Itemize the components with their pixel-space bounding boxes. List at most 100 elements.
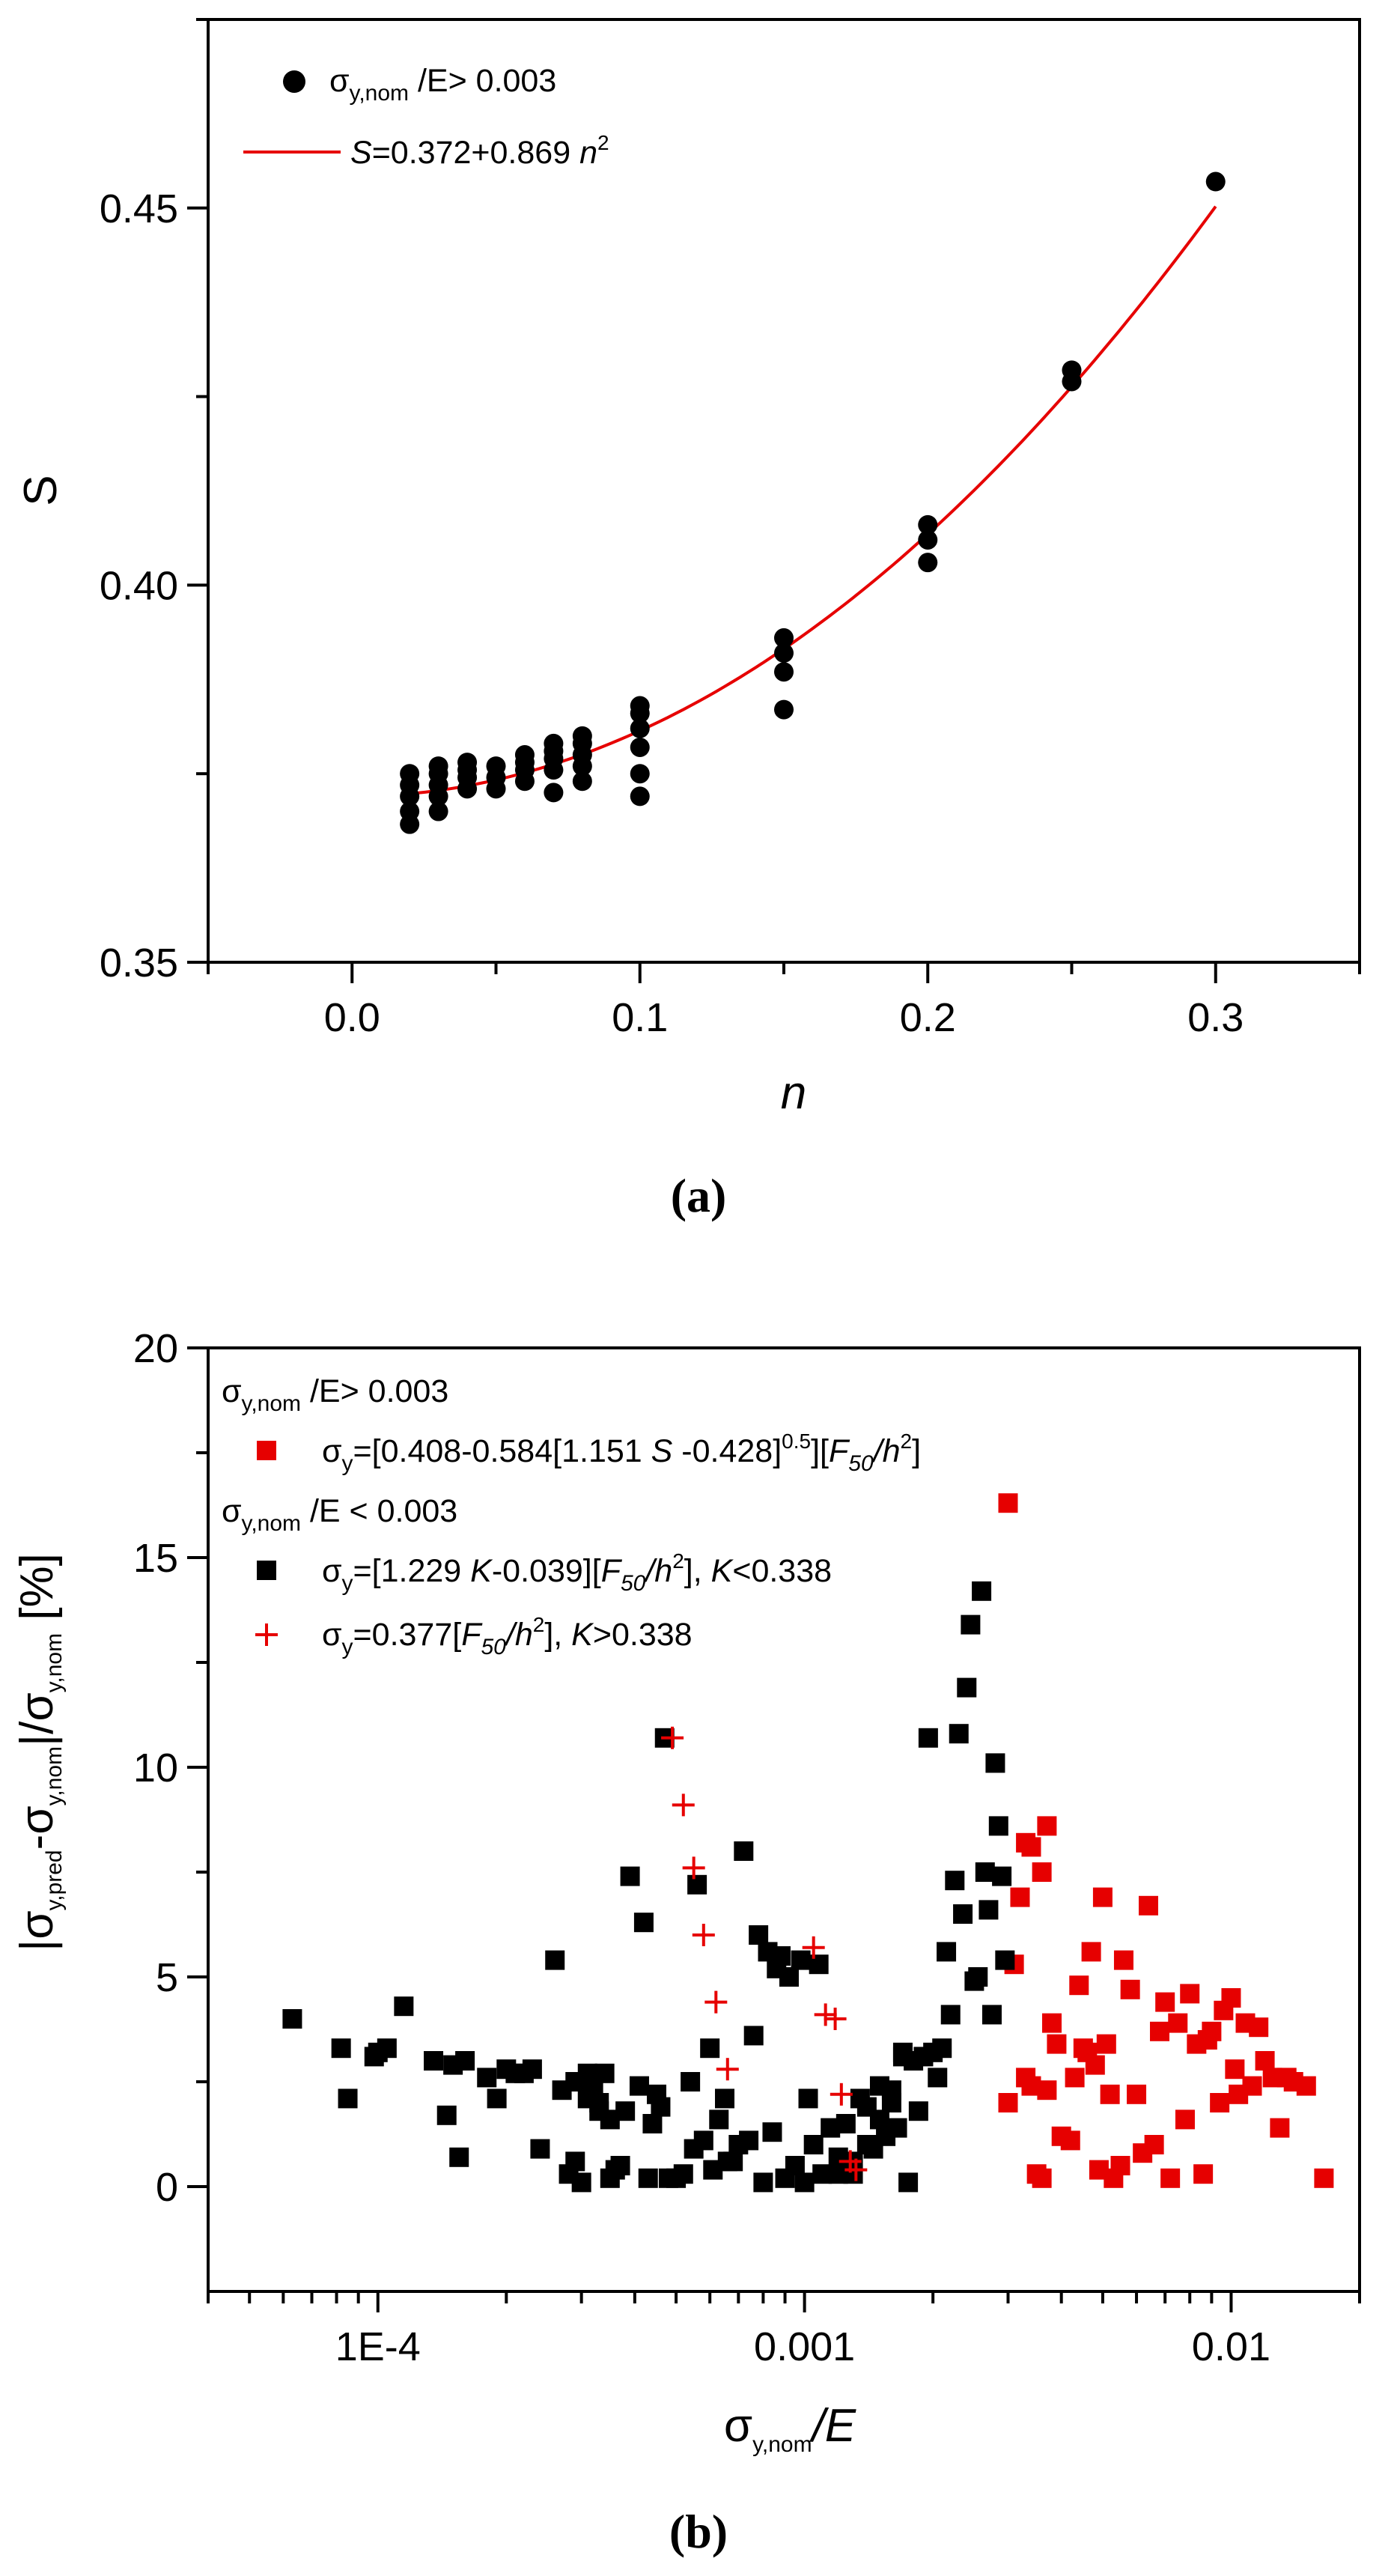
chart-b-black-square-point	[753, 2172, 773, 2193]
chart-a-point	[486, 756, 506, 777]
chart-a-ticks	[187, 18, 1361, 983]
chart-b-red-cross-point	[844, 2158, 868, 2181]
chart-a-y-tick-label: 0.45	[100, 186, 178, 231]
chart-b-black-square-point	[794, 2172, 815, 2193]
chart-a-legend-point-marker	[283, 70, 305, 93]
chart-a-point	[630, 786, 650, 806]
chart-b-y-axis-label: |σy,pred-σy,nom|/σy,nom [%]	[11, 1553, 67, 1951]
chart-b-black-square-point	[881, 2093, 901, 2112]
chart-b-black-square-point	[803, 2135, 824, 2154]
chart-b-black-square-point	[629, 2076, 649, 2096]
chart-a-legend-points-label: σy,nom /E> 0.003	[329, 63, 556, 106]
chart-a-point	[572, 771, 592, 792]
chart-b-black-square-point	[940, 2005, 961, 2025]
chart-b-black-square-point	[615, 2101, 636, 2121]
chart-b-black-square-point	[633, 1913, 654, 1933]
chart-b-legend-series-1: σy=[0.408-0.584[1.151 S -0.428]0.5][F50/…	[322, 1430, 921, 1476]
chart-a-x-tick-label: 0.2	[900, 995, 956, 1040]
chart-b-red-square-point	[1150, 2021, 1170, 2041]
chart-b-black-square-point	[995, 1950, 1015, 1970]
chart-b-black-square-point	[394, 1996, 414, 2017]
chart-b-black-square-point	[968, 1967, 988, 1987]
chart-b-red-square-point	[1113, 1950, 1133, 1970]
chart-b-red-square-point	[1037, 2080, 1057, 2100]
chart-b-legend: σy,nom /E> 0.003 σy=[0.408-0.584[1.151 S…	[222, 1373, 921, 1659]
chart-a-legend-fit-label: S=0.372+0.869 n2	[350, 131, 609, 171]
chart-b-legend-red-square-marker	[257, 1441, 276, 1460]
chart-b-black-square-point	[937, 1942, 957, 1962]
chart-b-black-square-point	[856, 2135, 877, 2154]
chart-b-red-square-point	[1010, 1887, 1030, 1907]
chart-b-black-square-point	[487, 2089, 507, 2109]
chart-b-red-cross-point	[672, 1793, 695, 1817]
chart-b-red-square-point	[1069, 1975, 1089, 1996]
chart-b-black-square-point	[791, 1950, 811, 1970]
chart-b-y-tick-label: 5	[156, 1955, 178, 2000]
chart-b-red-square-point	[1180, 1984, 1200, 2004]
chart-b-black-square-point	[642, 2114, 663, 2133]
chart-b-black-square-point	[949, 1724, 969, 1744]
chart-b: 1E-4 0.001 0.01 0 5 10 15 20 |σy,pred-σy,nom|/σ…	[11, 1326, 1361, 2558]
chart-b-black-square-point	[477, 2068, 497, 2088]
chart-b-black-square-point	[961, 1614, 981, 1635]
chart-b-legend-series-2: σy=[1.229 K-0.039][F50/h2], K<0.338	[322, 1549, 832, 1596]
chart-a-y-tick-label: 0.35	[100, 941, 178, 985]
chart-a-point	[918, 529, 938, 550]
chart-b-black-square-point	[522, 2059, 542, 2080]
chart-b-red-square-point	[998, 2093, 1018, 2112]
chart-b-black-square-point	[798, 2089, 818, 2109]
chart-b-black-square-point	[620, 1866, 640, 1886]
chart-b-black-square-point	[651, 2097, 671, 2117]
chart-b-panel-label: (b)	[669, 2505, 728, 2558]
chart-b-black-square-point	[978, 1900, 999, 1920]
chart-b-red-cross-point	[682, 1856, 705, 1880]
chart-a-points	[400, 171, 1226, 834]
chart-b-black-square-point	[981, 2005, 1002, 2025]
chart-b-black-square-point	[809, 1954, 829, 1975]
chart-b-black-square-point	[424, 2051, 444, 2071]
chart-b-black-square-point	[932, 2038, 952, 2059]
chart-a-point	[514, 745, 535, 765]
chart-b-black-square-point	[545, 1950, 565, 1970]
chart-b-red-cross-point	[830, 2083, 853, 2106]
chart-b-black-square-point	[709, 2109, 729, 2130]
chart-b-red-square-point	[1047, 2034, 1067, 2054]
chart-b-black-square-point	[869, 2109, 889, 2130]
chart-b-black-square-point	[723, 2151, 743, 2172]
chart-a-x-tick-label: 0.1	[612, 995, 668, 1040]
chart-a-point	[428, 756, 448, 777]
chart-b-red-cross-point	[824, 2008, 847, 2030]
chart-b-points	[282, 1493, 1334, 2193]
chart-b-y-tick-label: 0	[156, 2165, 178, 2210]
chart-b-red-square-point	[998, 1493, 1018, 1513]
chart-b-red-cross-point	[716, 2058, 739, 2081]
chart-b-red-cross-point	[661, 1726, 684, 1749]
chart-b-red-square-point	[1100, 2084, 1120, 2104]
chart-b-black-square-point	[945, 1871, 965, 1891]
chart-b-red-square-point	[1193, 2164, 1214, 2184]
chart-b-red-square-point	[1096, 2034, 1116, 2054]
chart-b-red-square-point	[1168, 2013, 1188, 2033]
chart-b-red-square-point	[1249, 2017, 1269, 2038]
chart-b-black-square-point	[338, 2089, 358, 2109]
chart-b-red-square-point	[1255, 2051, 1275, 2071]
chart-b-black-square-point	[577, 2089, 597, 2109]
chart-b-red-square-point	[1032, 2168, 1052, 2188]
chart-b-black-square-point	[908, 2101, 928, 2121]
chart-b-red-cross-point	[802, 1936, 825, 1959]
chart-b-black-square-point	[739, 2130, 759, 2151]
chart-b-black-square-point	[928, 2068, 948, 2088]
chart-a-legend: σy,nom /E> 0.003 S=0.372+0.869 n2	[243, 63, 609, 171]
chart-b-black-square-point	[828, 2164, 848, 2184]
chart-b-red-square-point	[1081, 1942, 1101, 1962]
chart-b-red-square-point	[1155, 1992, 1175, 2012]
chart-b-black-square-point	[377, 2038, 397, 2059]
chart-a-point	[630, 696, 650, 716]
chart-b-black-square-point	[693, 2130, 713, 2151]
chart-b-black-square-point	[734, 1841, 754, 1861]
chart-b-black-square-point	[953, 1904, 973, 1924]
chart-b-legend-header-2: σy,nom /E < 0.003	[222, 1493, 457, 1536]
chart-b-x-tick-label: 0.01	[1192, 2324, 1270, 2369]
chart-a-point	[1062, 360, 1082, 380]
